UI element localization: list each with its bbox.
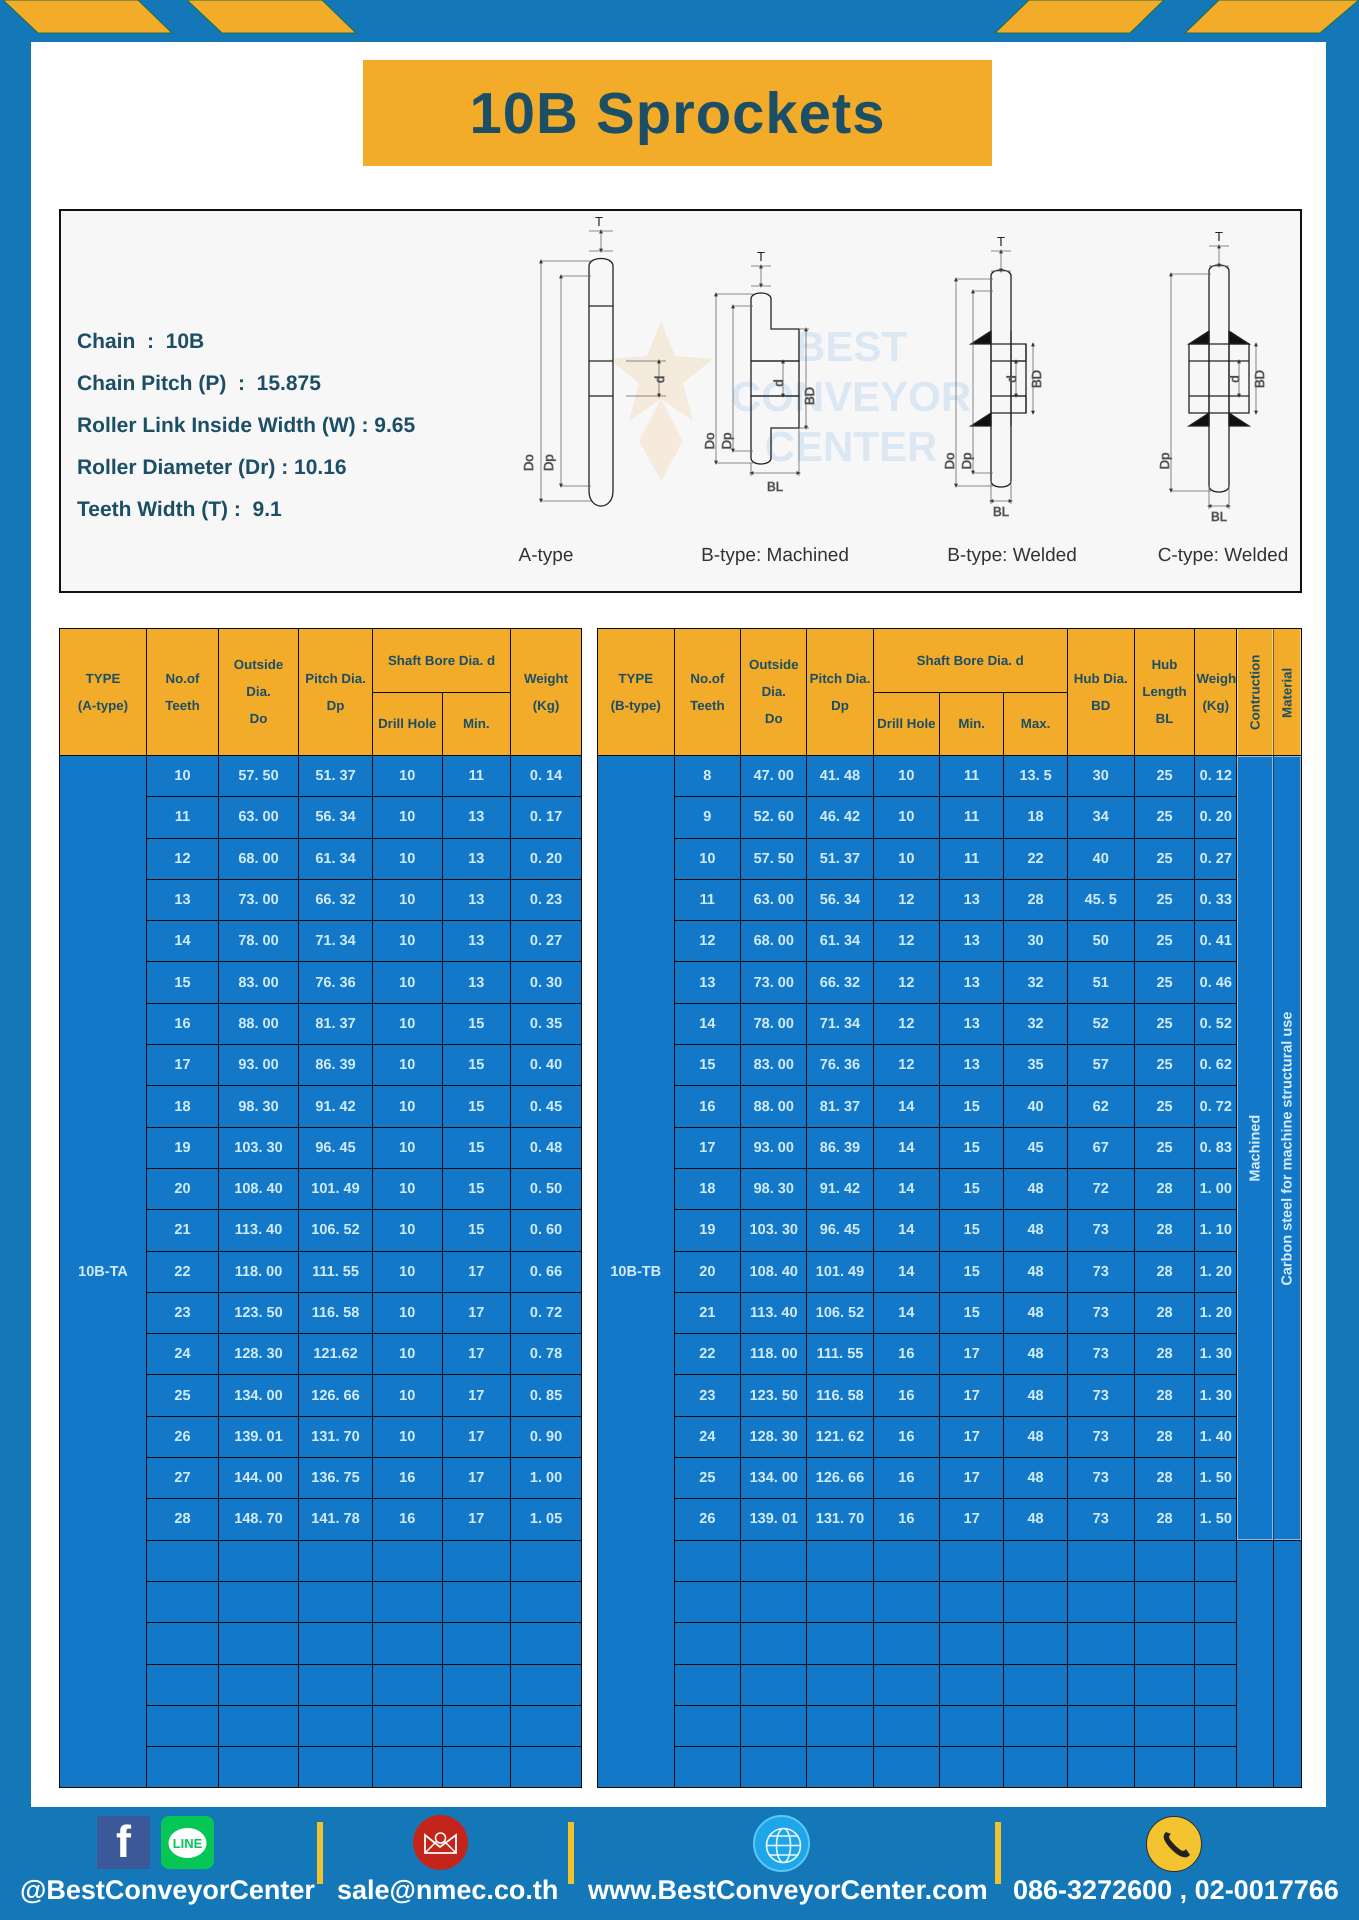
svg-text:BD: BD	[1029, 370, 1044, 388]
svg-text:Do: Do	[521, 454, 536, 471]
svg-text:f: f	[116, 1816, 132, 1867]
svg-text:T: T	[595, 214, 603, 229]
svg-text:d: d	[1227, 375, 1242, 382]
svg-text:B-type: Machined: B-type: Machined	[701, 545, 849, 566]
svg-text:Dp: Dp	[541, 454, 556, 471]
svg-text:A-type: A-type	[519, 545, 574, 566]
svg-text:Dp: Dp	[719, 433, 734, 450]
svg-text:LINE: LINE	[173, 1836, 203, 1851]
svg-text:BL: BL	[993, 504, 1009, 519]
svg-text:BEST: BEST	[795, 323, 907, 370]
svg-text:B-type: Welded: B-type: Welded	[947, 545, 1077, 566]
svg-text:Dp: Dp	[1157, 453, 1172, 470]
svg-text:Do: Do	[942, 453, 957, 470]
svg-text:T: T	[757, 249, 765, 264]
svg-text:T: T	[1215, 229, 1223, 244]
svg-text:BL: BL	[1211, 509, 1227, 524]
svg-text:BD: BD	[1252, 370, 1267, 388]
svg-text:BD: BD	[802, 387, 817, 405]
svg-text:C-type: Welded: C-type: Welded	[1158, 545, 1289, 566]
svg-text:Do: Do	[702, 433, 717, 450]
svg-text:BL: BL	[767, 479, 783, 494]
svg-text:d: d	[771, 379, 786, 386]
svg-text:T: T	[997, 234, 1005, 249]
svg-text:d: d	[652, 376, 667, 383]
svg-text:Dp: Dp	[959, 453, 974, 470]
svg-text:CENTER: CENTER	[765, 423, 938, 470]
svg-text:d: d	[1004, 375, 1019, 382]
